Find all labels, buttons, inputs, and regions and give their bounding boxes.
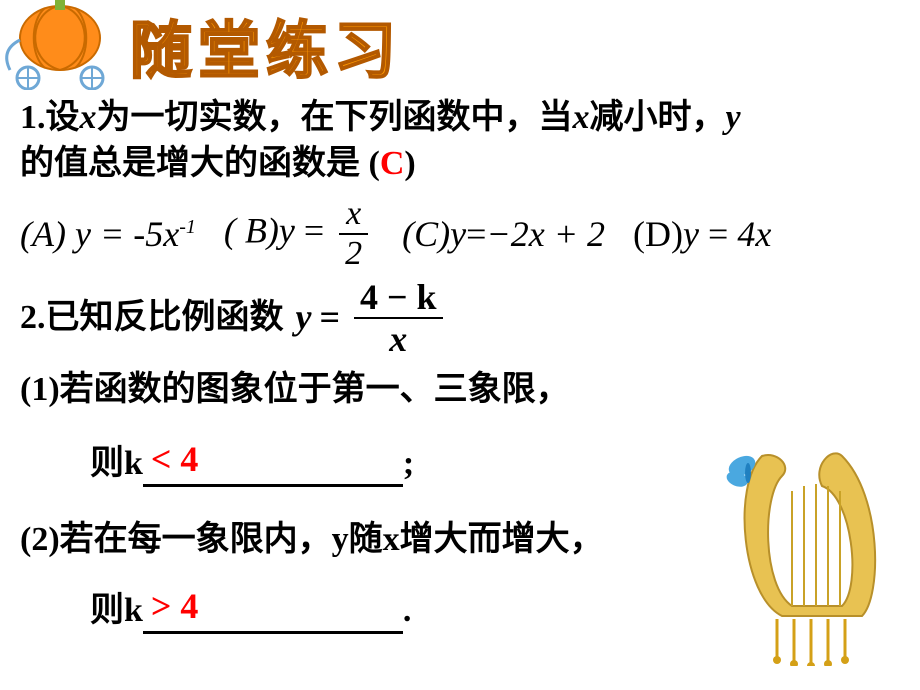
q2-p1-semi: ; <box>403 445 414 482</box>
q2-p2-period: . <box>403 592 412 629</box>
opt-b-label: ( B) <box>224 210 279 250</box>
opt-d-lhs: y <box>683 214 699 254</box>
opt-c-label: (C) <box>402 214 450 254</box>
q2-lhs-y: y <box>296 293 312 342</box>
harp-icon <box>722 436 892 666</box>
q2-p2-prompt: 则k <box>90 592 143 629</box>
q2-header: 2.已知反比例函数 y = 4 − k x <box>20 279 900 357</box>
q2-frac: 4 − k x <box>354 279 443 357</box>
opt-a-var: x <box>163 214 179 254</box>
q1-td: 的值总是增大的函数是 ( <box>20 145 380 182</box>
q1-x1: x <box>80 99 97 136</box>
q2-prefix: 2. <box>20 295 46 341</box>
q2-part1: (1)若函数的图象位于第一、三象限， <box>20 367 900 413</box>
q2-p1-blank: < 4 <box>143 435 403 487</box>
q2-p1-label: (1) <box>20 371 60 408</box>
page-title: 随堂练习 <box>130 0 402 90</box>
q1-options: (A) y = -5x-1 ( B)y = x 2 (C)y=−2x + 2 (… <box>20 197 900 271</box>
q2-p2-blank: > 4 <box>143 582 403 634</box>
opt-c-eq: = <box>466 214 486 254</box>
opt-d-eq: = <box>708 214 728 254</box>
opt-b-num: x <box>339 197 368 235</box>
q2-p1-prompt: 则k <box>90 445 143 482</box>
opt-b-frac: x 2 <box>339 197 368 271</box>
q1-ta: 设 <box>46 99 80 136</box>
opt-b-eq: = <box>304 210 324 250</box>
q1-tc: 减小时， <box>590 99 726 136</box>
option-c: (C)y=−2x + 2 <box>402 213 605 255</box>
opt-c-lhs: y <box>450 214 466 254</box>
q1-prefix: 1. <box>20 99 46 136</box>
opt-c-rhs: −2x + 2 <box>486 214 605 254</box>
q2-p2-answer: > 4 <box>151 586 199 626</box>
q2-eq-sign: = <box>319 293 340 342</box>
opt-a-lhs: y = <box>75 214 133 254</box>
opt-a-neg: -5 <box>133 214 163 254</box>
q2-p2-label: (2) <box>20 521 60 558</box>
q2-equation: y = 4 − k x <box>296 279 449 357</box>
opt-d-label: (D) <box>633 214 683 254</box>
q2-num: 4 − k <box>354 279 443 319</box>
q1-tb: 为一切实数，在下列函数中，当 <box>97 99 573 136</box>
header: 随堂练习 <box>0 0 920 90</box>
opt-a-exp: -1 <box>179 216 196 238</box>
option-a: (A) y = -5x-1 <box>20 213 196 255</box>
q2-ta: 已知反比例函数 <box>46 295 284 341</box>
q1-x2: x <box>573 99 590 136</box>
opt-b-lhs: y <box>279 210 295 250</box>
q2-den: x <box>354 319 443 357</box>
q2-p1-answer: < 4 <box>151 439 199 479</box>
pumpkin-carriage-icon <box>0 0 130 90</box>
opt-d-rhs: 4x <box>737 214 771 254</box>
option-b: ( B)y = x 2 <box>224 197 374 271</box>
opt-a-label: (A) <box>20 214 66 254</box>
q1-answer: C <box>380 145 405 182</box>
q2-p1-text: 若函数的图象位于第一、三象限， <box>60 371 570 408</box>
q2-p2-text: 若在每一象限内，y随x增大而增大， <box>60 521 604 558</box>
q1-y: y <box>726 99 741 136</box>
q1-te: ) <box>404 145 415 182</box>
q1-text: 1.设x为一切实数，在下列函数中，当x减小时，y的值总是增大的函数是 (C) <box>20 95 900 187</box>
option-d: (D)y = 4x <box>633 213 771 255</box>
opt-b-den: 2 <box>339 235 368 271</box>
